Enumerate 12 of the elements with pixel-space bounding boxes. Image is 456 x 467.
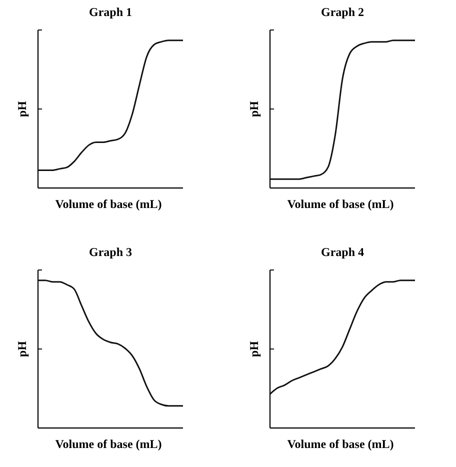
x-axis-title: Volume of base (mL)	[287, 437, 394, 451]
chart-title: Graph 4	[320, 245, 364, 259]
chart-title: Graph 1	[88, 5, 132, 19]
y-axis-title: pH	[247, 340, 261, 358]
y-axis-title: pH	[247, 100, 261, 118]
chart-title: Graph 2	[320, 5, 364, 19]
y-axis-title: pH	[15, 340, 29, 358]
y-axis-title: pH	[15, 100, 29, 118]
x-axis-title: Volume of base (mL)	[55, 197, 162, 211]
chart-title: Graph 3	[88, 245, 132, 259]
x-axis-title: Volume of base (mL)	[287, 197, 394, 211]
x-axis-title: Volume of base (mL)	[55, 437, 162, 451]
